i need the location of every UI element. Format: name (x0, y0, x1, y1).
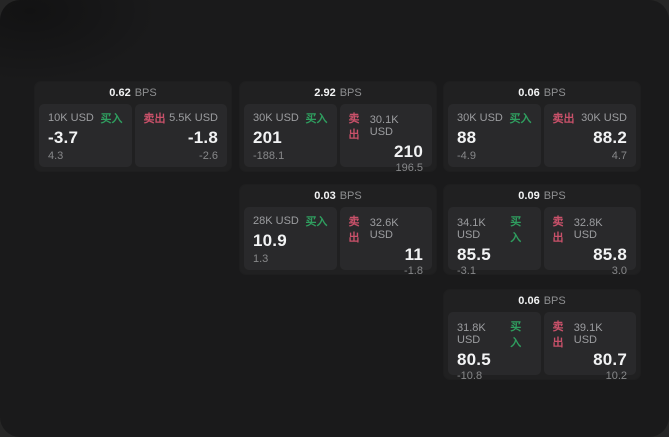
spread-value: 0.06 (518, 295, 540, 307)
spread-value: 0.62 (109, 87, 131, 99)
buy-price: 88 (457, 128, 477, 147)
sell-label: 卖出 (552, 321, 564, 349)
buy-size: 34.1K USD (457, 217, 486, 241)
quote-card: 0.06 BPS 31.8K USD 买入 80.5 -10.8 卖出 39.1… (444, 290, 640, 382)
sell-price: 80.7 (593, 350, 627, 369)
buy-price: 85.5 (457, 245, 491, 264)
buy-size: 30K USD (253, 112, 299, 124)
buy-delta: -10.8 (457, 370, 483, 382)
buy-price: 10.9 (253, 231, 287, 250)
sell-price: 88.2 (593, 128, 627, 147)
spread-unit: BPS (543, 87, 566, 99)
quote-card: 0.62 BPS 10K USD 买入 -3.7 4.3 卖出 5.5K USD… (35, 82, 231, 171)
buy-tile[interactable]: 28K USD 买入 10.9 1.3 (244, 207, 337, 270)
spread-header: 0.06 BPS (444, 82, 640, 104)
buy-tile[interactable]: 30K USD 买入 88 -4.9 (448, 104, 541, 167)
spread-unit: BPS (134, 87, 157, 99)
sell-label: 卖出 (552, 113, 575, 125)
sell-tile[interactable]: 卖出 5.5K USD -1.8 -2.6 (134, 104, 227, 167)
sell-delta: 10.2 (605, 370, 627, 382)
buy-tile[interactable]: 10K USD 买入 -3.7 4.3 (39, 104, 132, 167)
buy-label: 买入 (510, 321, 522, 349)
spread-unit: BPS (339, 190, 362, 202)
quote-card: 0.03 BPS 28K USD 买入 10.9 1.3 卖出 32.6K US… (240, 185, 436, 277)
buy-tile[interactable]: 34.1K USD 买入 85.5 -3.1 (448, 207, 541, 277)
buy-label: 买入 (509, 113, 532, 125)
buy-tile[interactable]: 31.8K USD 买入 80.5 -10.8 (448, 312, 541, 382)
buy-price: -3.7 (48, 128, 79, 147)
spread-header: 0.03 BPS (240, 185, 436, 207)
buy-price: 201 (253, 128, 282, 147)
sell-delta: -2.6 (199, 150, 218, 162)
spread-value: 0.06 (518, 87, 540, 99)
sell-delta: -1.8 (404, 265, 423, 277)
sell-tile[interactable]: 卖出 39.1K USD 80.7 10.2 (543, 312, 636, 382)
sell-delta: 3.0 (611, 265, 627, 277)
buy-delta: -4.9 (457, 150, 476, 162)
sell-tile[interactable]: 卖出 32.6K USD 11 -1.8 (339, 207, 432, 277)
sell-size: 32.6K USD (369, 217, 399, 241)
buy-size: 30K USD (457, 112, 503, 124)
buy-label: 买入 (305, 216, 328, 228)
spread-unit: BPS (339, 87, 362, 99)
sell-size: 5.5K USD (169, 112, 218, 124)
buy-delta: -188.1 (253, 150, 285, 162)
spread-value: 0.03 (314, 190, 336, 202)
buy-size: 31.8K USD (457, 322, 486, 346)
quote-card: 0.09 BPS 34.1K USD 买入 85.5 -3.1 卖出 32.8K… (444, 185, 640, 277)
quote-card: 2.92 BPS 30K USD 买入 201 -188.1 卖出 30.1K … (240, 82, 436, 174)
spread-header: 0.09 BPS (444, 185, 640, 207)
spread-header: 0.06 BPS (444, 290, 640, 312)
buy-delta: 1.3 (253, 253, 269, 265)
spread-unit: BPS (543, 295, 566, 307)
buy-label: 买入 (510, 216, 522, 244)
sell-size: 30.1K USD (369, 114, 399, 138)
spread-value: 2.92 (314, 87, 336, 99)
spread-header: 2.92 BPS (240, 82, 436, 104)
buy-tile[interactable]: 30K USD 买入 201 -188.1 (244, 104, 337, 167)
sell-delta: 196.5 (395, 162, 423, 174)
spread-header: 0.62 BPS (35, 82, 231, 104)
sell-size: 30K USD (581, 112, 627, 124)
buy-label: 买入 (100, 113, 123, 125)
quote-card: 0.06 BPS 30K USD 买入 88 -4.9 卖出 30K USD 8… (444, 82, 640, 171)
sell-label: 卖出 (348, 113, 360, 141)
sell-price: 85.8 (593, 245, 627, 264)
buy-size: 28K USD (253, 215, 299, 227)
spread-value: 0.09 (518, 190, 540, 202)
sell-tile[interactable]: 卖出 30.1K USD 210 196.5 (339, 104, 432, 174)
sell-label: 卖出 (348, 216, 360, 244)
buy-delta: -3.1 (457, 265, 476, 277)
sell-price: -1.8 (187, 128, 218, 147)
sell-label: 卖出 (143, 113, 166, 125)
sell-size: 39.1K USD (573, 322, 603, 346)
buy-delta: 4.3 (48, 150, 64, 162)
buy-size: 10K USD (48, 112, 94, 124)
sell-price: 11 (404, 245, 423, 264)
buy-label: 买入 (305, 113, 328, 125)
sell-price: 210 (394, 142, 423, 161)
sell-tile[interactable]: 卖出 30K USD 88.2 4.7 (543, 104, 636, 167)
spread-unit: BPS (543, 190, 566, 202)
sell-tile[interactable]: 卖出 32.8K USD 85.8 3.0 (543, 207, 636, 277)
buy-price: 80.5 (457, 350, 491, 369)
sell-delta: 4.7 (611, 150, 627, 162)
sell-size: 32.8K USD (573, 217, 603, 241)
sell-label: 卖出 (552, 216, 564, 244)
